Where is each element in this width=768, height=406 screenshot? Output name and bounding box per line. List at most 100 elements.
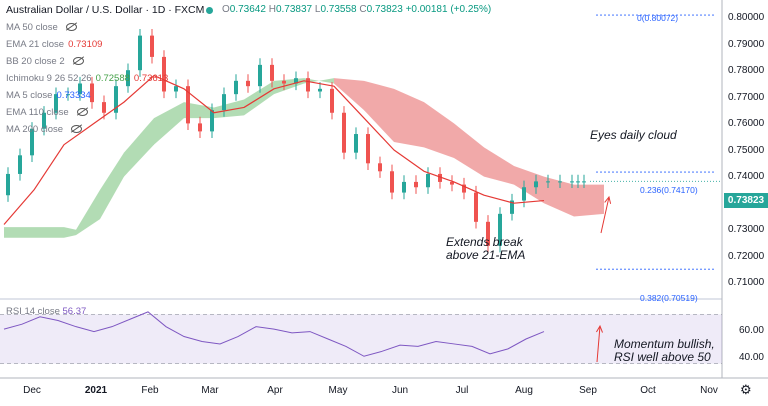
candle-up xyxy=(42,112,46,129)
legend-ema21[interactable]: EMA 21 close 0.73109 xyxy=(6,36,172,53)
kumo-bull-segment xyxy=(4,227,64,238)
rsi-legend[interactable]: RSI 14 close 56.37 xyxy=(6,306,86,317)
x-tick-label: Feb xyxy=(141,385,159,396)
rsi-tick-label: 60.00 xyxy=(738,325,764,336)
candle-up xyxy=(402,181,406,193)
rsi-tick-label: 40.00 xyxy=(738,352,764,363)
rsi-line xyxy=(3,311,545,357)
candle-up xyxy=(234,80,238,95)
candle-down xyxy=(282,80,286,84)
candle-down xyxy=(198,123,202,132)
open-value: 0.73642 xyxy=(229,4,266,15)
candle-down xyxy=(90,83,94,103)
settings-gear-icon[interactable]: ⚙ xyxy=(740,382,752,397)
fib-label-0: 0(0.80072) xyxy=(637,13,679,23)
legend-ichimoku[interactable]: Ichimoku 9 26 52 26 0.72588 0.73613 xyxy=(6,70,172,87)
x-tick-label: Mar xyxy=(201,385,219,396)
annotation-break: Extends break above 21-EMA xyxy=(446,236,525,262)
kumo-bull-segment xyxy=(154,102,184,145)
hidden-eye-icon[interactable] xyxy=(76,108,88,117)
candle-up xyxy=(66,94,70,96)
kumo-bear-segment xyxy=(424,102,454,158)
candle-down xyxy=(162,56,166,92)
legend-ma50[interactable]: MA 50 close xyxy=(6,19,172,36)
legend-bb20[interactable]: BB 20 close 2 xyxy=(6,53,172,70)
annotation-momentum-line1: Momentum bullish, xyxy=(614,337,715,351)
candle-down xyxy=(474,192,478,222)
kumo-bull-segment xyxy=(124,118,154,177)
pane-separator xyxy=(0,298,722,300)
rsi-label: RSI 14 close xyxy=(6,306,60,317)
low-key: L xyxy=(314,4,321,15)
candle-down xyxy=(378,163,382,172)
candle-down xyxy=(102,102,106,113)
candle-up xyxy=(582,181,586,183)
kumo-bear-segment xyxy=(544,176,574,217)
x-tick-label: Nov xyxy=(700,385,718,396)
legend-label: EMA 21 close xyxy=(6,39,65,50)
indicator-legend: MA 50 close EMA 21 close 0.73109 BB 20 cl… xyxy=(6,19,172,138)
candle-up xyxy=(138,35,142,71)
legend-label: EMA 110 close xyxy=(6,107,69,118)
candle-up xyxy=(318,88,322,92)
kumo-bull-segment xyxy=(214,99,244,119)
rsi-arrow xyxy=(596,325,601,363)
legend-value-2: 0.73613 xyxy=(133,73,169,84)
x-tick-label: Jul xyxy=(455,385,469,396)
candle-up xyxy=(30,128,34,156)
x-tick-label: Oct xyxy=(640,385,656,396)
rsi-arrow-head xyxy=(596,324,603,333)
hidden-eye-icon[interactable] xyxy=(71,125,83,134)
candle-up xyxy=(222,94,226,111)
candle-down xyxy=(306,78,310,92)
candle-up xyxy=(426,173,430,188)
legend-ma5[interactable]: MA 5 close 0.73334 xyxy=(6,87,172,104)
hidden-eye-icon[interactable] xyxy=(72,57,84,66)
open-key: O xyxy=(222,4,230,15)
kumo-bear-segment xyxy=(334,78,364,111)
y-tick-label: 0.75000 xyxy=(728,145,765,156)
candle-down xyxy=(342,112,346,153)
y-tick-label: 0.77000 xyxy=(728,92,765,103)
ohlc-readout: O0.73642 H0.73837 L0.73558 C0.73823 +0.0… xyxy=(222,4,491,15)
legend-ma200[interactable]: MA 200 close xyxy=(6,121,172,138)
ema21-line xyxy=(3,74,545,225)
x-tick-label: Sep xyxy=(579,385,597,396)
x-tick-label: Aug xyxy=(515,385,533,396)
legend-value: 0.73334 xyxy=(56,90,91,101)
candle-up xyxy=(570,181,574,183)
y-tick-label: 0.71000 xyxy=(728,277,765,288)
candle-down xyxy=(270,64,274,81)
y-tick-label: 0.80000 xyxy=(728,12,765,23)
hidden-eye-icon[interactable] xyxy=(65,23,77,32)
legend-ema110[interactable]: EMA 110 close xyxy=(6,104,172,121)
candle-up xyxy=(174,86,178,92)
candle-up xyxy=(510,200,514,214)
candle-up xyxy=(126,70,130,87)
candle-up xyxy=(576,181,580,183)
candle-down xyxy=(366,134,370,164)
candle-up xyxy=(78,83,82,95)
candle-down xyxy=(246,80,250,87)
candle-down xyxy=(330,88,334,113)
candle-up xyxy=(546,181,550,183)
y-tick-label: 0.72000 xyxy=(728,251,765,262)
y-tick-label: 0.78000 xyxy=(728,65,765,76)
candle-up xyxy=(114,86,118,113)
x-tick-label: Dec xyxy=(23,385,41,396)
candle-down xyxy=(450,181,454,185)
candle-up xyxy=(534,181,538,188)
legend-label: MA 5 close xyxy=(6,90,53,101)
cloud-arrow xyxy=(600,196,610,234)
candle-up xyxy=(294,78,298,84)
legend-value: 0.72588 xyxy=(95,73,130,84)
rsi-band xyxy=(0,314,722,364)
candle-up xyxy=(54,94,58,113)
candle-down xyxy=(462,184,466,193)
annotation-momentum: Momentum bullish, RSI well above 50 xyxy=(614,338,715,364)
kumo-bear-segment xyxy=(394,88,424,148)
change-value: +0.00181 (+0.25%) xyxy=(405,4,492,15)
legend-value: 0.73109 xyxy=(68,39,103,50)
candle-down xyxy=(486,221,490,246)
